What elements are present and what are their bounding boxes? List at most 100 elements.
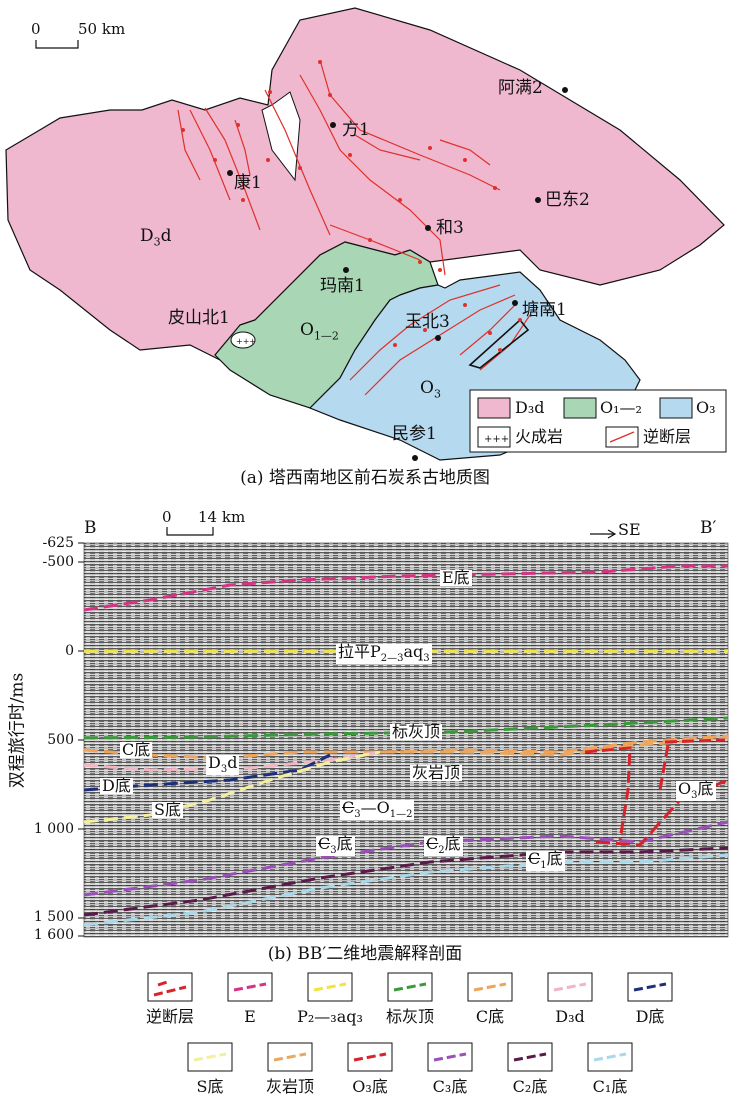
legend-swatch-box bbox=[587, 1042, 633, 1072]
y-axis-ticks bbox=[78, 542, 84, 937]
label-o3-base: O3底 bbox=[676, 779, 716, 802]
legend-line-swatch bbox=[193, 1052, 227, 1062]
label-d3d: D3d bbox=[206, 753, 240, 776]
horizon-e-base bbox=[83, 564, 728, 612]
legend-label-o3: O₃ bbox=[696, 398, 716, 417]
well-aman2 bbox=[562, 87, 568, 93]
legend-label-thrust: 逆断层 bbox=[643, 427, 692, 446]
well-mincan1 bbox=[412, 455, 418, 461]
map-scale-bar bbox=[35, 40, 79, 49]
direction-label: SE bbox=[618, 520, 641, 539]
well-label: 方1 bbox=[342, 120, 370, 140]
well-label: 玛南1 bbox=[320, 276, 365, 296]
well-label: 阿满2 bbox=[498, 78, 543, 98]
horizon-c2-base bbox=[83, 846, 729, 917]
legend-label: C底 bbox=[475, 1007, 505, 1026]
legend-line-swatch bbox=[233, 982, 267, 992]
label-s-base: S底 bbox=[152, 800, 183, 819]
seismic-section bbox=[78, 527, 729, 938]
section-left-label: B bbox=[84, 518, 97, 538]
legend-label: S底 bbox=[196, 1077, 224, 1096]
legend-label: D底 bbox=[635, 1007, 665, 1026]
section-scale-bar bbox=[166, 527, 214, 536]
geologic-map: +++ +++ bbox=[5, 7, 727, 461]
map-caption: (a) 塔西南地区前石炭系古地质图 bbox=[240, 468, 490, 488]
well-label: 玉北3 bbox=[405, 312, 450, 332]
y-tick: 1 600 bbox=[33, 927, 74, 943]
legend-swatch-d3d bbox=[477, 397, 511, 419]
legend-swatch-o3 bbox=[659, 397, 693, 419]
horizon-c1-base bbox=[83, 853, 729, 927]
section-faults bbox=[584, 738, 726, 841]
well-label: 皮山北1 bbox=[168, 308, 230, 328]
legend-line-swatch bbox=[353, 1052, 387, 1062]
direction-arrow bbox=[590, 529, 617, 539]
well-label: 和3 bbox=[436, 218, 464, 238]
bottom-legend bbox=[147, 972, 673, 1072]
legend-line-swatch bbox=[473, 982, 507, 992]
legend-line-swatch bbox=[273, 1052, 307, 1062]
legend-igneous-glyph: +++ bbox=[484, 434, 509, 445]
region-label-d3d: D3d bbox=[140, 226, 172, 249]
legend-line-swatch bbox=[633, 982, 667, 992]
legend-label: E bbox=[244, 1007, 256, 1026]
well-kang1 bbox=[227, 170, 233, 176]
label-c3-base: C3底 bbox=[316, 834, 355, 857]
label-biaohui: 标灰顶 bbox=[390, 722, 443, 741]
legend-label: P₂—₃aq₃ bbox=[297, 1007, 363, 1026]
legend-label: 灰岩顶 bbox=[265, 1077, 314, 1096]
igneous-plus: +++ bbox=[236, 337, 256, 346]
label-d-base: D底 bbox=[100, 776, 133, 795]
legend-line-swatch bbox=[553, 982, 587, 992]
legend-line-swatch bbox=[393, 982, 427, 992]
fault-ticks bbox=[181, 60, 522, 352]
well-yubei3 bbox=[435, 335, 441, 341]
y-tick: 500 bbox=[47, 732, 74, 748]
horizon-c-base bbox=[83, 734, 729, 760]
section-scale-zero: 0 bbox=[162, 508, 172, 526]
section-scale-label: 14 km bbox=[198, 508, 246, 526]
y-tick: -500 bbox=[42, 554, 74, 570]
legend-thrust-glyph bbox=[609, 431, 635, 443]
label-c2-base: C2底 bbox=[424, 834, 463, 857]
legend-label: 标灰顶 bbox=[385, 1007, 434, 1026]
well-label: 巴东2 bbox=[545, 190, 590, 210]
y-tick: 1 000 bbox=[33, 821, 74, 837]
legend-swatch-igneous bbox=[477, 426, 511, 448]
map-scale-zero: 0 bbox=[31, 20, 41, 38]
legend-swatch-o12 bbox=[563, 397, 597, 419]
igneous-body bbox=[230, 331, 256, 349]
legend-line-swatch bbox=[513, 1052, 547, 1062]
section-right-label: B′ bbox=[700, 518, 717, 538]
region-d3d bbox=[5, 7, 725, 361]
legend-line-swatch bbox=[593, 1052, 627, 1062]
well-badong2 bbox=[535, 197, 541, 203]
well-label: 康1 bbox=[234, 173, 262, 193]
horizon-biaohui bbox=[83, 716, 729, 740]
label-laping: 拉平P2—3aq3 bbox=[336, 642, 432, 665]
legend-label: C₂底 bbox=[512, 1077, 548, 1096]
well-he3 bbox=[425, 225, 431, 231]
label-limestone: 灰岩顶 bbox=[410, 763, 463, 782]
well-tangnan1 bbox=[512, 300, 518, 306]
legend-label: C₃底 bbox=[432, 1077, 468, 1096]
legend-line-swatch bbox=[433, 1052, 467, 1062]
label-c-base: C底 bbox=[120, 740, 153, 759]
well-label: 塘南1 bbox=[522, 300, 567, 320]
well-fang1 bbox=[330, 122, 336, 128]
label-e-base: E底 bbox=[440, 568, 472, 587]
map-scale-label: 50 km bbox=[78, 20, 126, 38]
well-label: 民参1 bbox=[392, 424, 437, 444]
map-faults bbox=[177, 59, 531, 396]
legend-label-igneous: 火成岩 bbox=[515, 427, 564, 446]
y-tick: -625 bbox=[42, 535, 74, 551]
y-tick: 1 500 bbox=[33, 909, 74, 925]
legend-label: C₁底 bbox=[592, 1077, 628, 1096]
legend-label-o12: O₁—₂ bbox=[600, 398, 642, 417]
horizon-s-base bbox=[83, 750, 381, 824]
legend-label: D₃d bbox=[555, 1007, 585, 1026]
y-tick: 0 bbox=[65, 643, 74, 659]
legend-label-d3d: D₃d bbox=[515, 398, 545, 417]
well-manan1 bbox=[343, 267, 349, 273]
